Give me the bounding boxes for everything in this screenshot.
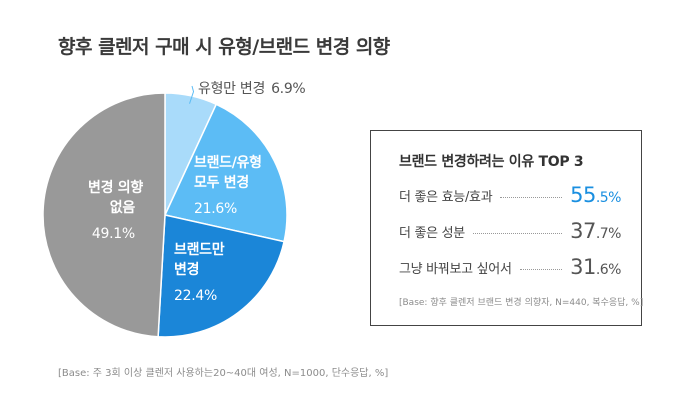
slice-label-line: 변경 의향 (88, 180, 143, 196)
slice-value: 21.6% (194, 201, 237, 217)
chart-title: 향후 클렌저 구매 시 유형/브랜드 변경 의향 (58, 36, 390, 58)
slice-label-brand-only: 브랜드만 변경 22.4% (174, 240, 225, 306)
reason-value: 55.5% (570, 183, 621, 207)
slice-label-no-change: 변경 의향 없음 49.1% (88, 178, 143, 244)
slice-label-text: 유형만 변경 (198, 81, 266, 97)
slice-label-line: 변경 (174, 262, 200, 278)
reason-label: 더 좋은 성분 (399, 225, 465, 241)
slice-label-type-only: 유형만 변경 6.9% (198, 78, 306, 98)
reasons-base-note: [Base: 향후 클렌저 브랜드 변경 의향자, N=440, 복수응답, %… (399, 298, 644, 308)
reason-row: 더 좋은 효능/효과 55.5% (399, 183, 622, 207)
reason-row: 더 좋은 성분 37.7% (399, 219, 622, 243)
reasons-title: 브랜드 변경하려는 이유 TOP 3 (399, 154, 584, 170)
slice-brand-only (157, 214, 285, 338)
slice-both (163, 103, 288, 243)
reason-value: 31.6% (570, 255, 621, 279)
dotted-leader (472, 232, 563, 234)
slice-no-change (42, 92, 166, 338)
slice-label-line: 브랜드만 (174, 242, 225, 258)
slice-label-line: 모두 변경 (194, 175, 249, 191)
base-note: [Base: 주 3회 이상 클렌저 사용하는20~40대 여성, N=1000… (58, 368, 389, 379)
reason-row: 그냥 바꿔보고 싶어서 31.6% (399, 255, 622, 279)
reasons-box: 브랜드 변경하려는 이유 TOP 3 더 좋은 효능/효과 55.5% 더 좋은… (370, 130, 644, 326)
slice-value: 22.4% (174, 288, 217, 304)
dotted-leader (500, 196, 563, 198)
slice-value: 6.9% (271, 81, 306, 97)
reason-value: 37.7% (570, 219, 621, 243)
slice-value: 49.1% (91, 226, 135, 242)
slice-label-line: 브랜드/유형 (194, 155, 262, 171)
dotted-leader (519, 268, 563, 270)
leader-line (189, 85, 195, 104)
reason-label: 그냥 바꿔보고 싶어서 (399, 261, 512, 277)
reason-label: 더 좋은 효능/효과 (399, 189, 493, 205)
slice-label-both: 브랜드/유형 모두 변경 21.6% (194, 153, 262, 219)
slice-label-line: 없음 (109, 200, 135, 216)
